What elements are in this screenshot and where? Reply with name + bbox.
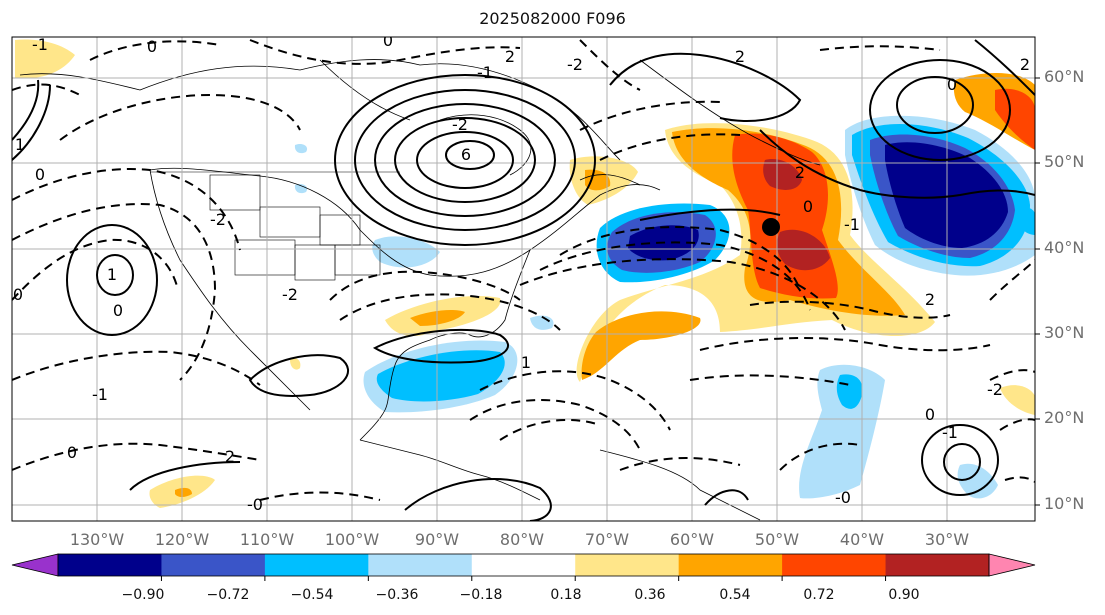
contour-label: 0 <box>35 165 45 184</box>
lon-label: 50°W <box>754 530 800 549</box>
contour-labels: 0 0 2 2 -2 -1 -1 1 1 0 0 -2 -2 6 -2 2 -1… <box>13 31 1030 514</box>
colorbar-tick-label: −0.36 <box>375 587 419 603</box>
colorbar-segment <box>264 554 369 576</box>
contour-label: 0 <box>147 37 157 56</box>
colorbar-extend-high <box>988 553 1036 577</box>
lon-label: 90°W <box>414 530 460 549</box>
contour-label: -0 <box>247 495 263 514</box>
colorbar-tick-label: −0.72 <box>206 587 250 603</box>
contours-solid <box>12 39 1035 521</box>
lon-label: 70°W <box>584 530 630 549</box>
contour-label: -1 <box>92 385 108 404</box>
shading-positive <box>15 39 1035 508</box>
colorbar-segment <box>471 554 576 576</box>
lat-label: 30°N <box>1044 323 1085 342</box>
contour-label: -0 <box>835 488 851 507</box>
colorbar-tick-label: 0.18 <box>550 587 582 603</box>
colorbar-extend-low <box>11 553 59 577</box>
storm-center-marker <box>762 218 780 236</box>
contour-label: 2 <box>225 447 235 466</box>
colorbar-segment <box>678 554 783 576</box>
colorbar-tick-label: 0.90 <box>888 587 920 603</box>
contour-label: -1 <box>477 63 493 82</box>
contour-label: 2 <box>795 163 805 182</box>
colorbar-segment <box>58 554 162 576</box>
axis-ticks <box>1035 77 1040 506</box>
colorbar-segment <box>161 554 266 576</box>
lat-label: 40°N <box>1044 238 1085 257</box>
lon-label: 100°W <box>324 530 380 549</box>
colorbar-tick-label: −0.90 <box>121 587 165 603</box>
lon-label: 110°W <box>239 530 295 549</box>
contour-label: 0 <box>113 301 123 320</box>
contours-dashed <box>12 39 1035 501</box>
lat-label: 50°N <box>1044 152 1085 171</box>
shading-negative <box>294 115 1035 499</box>
contour-label: -2 <box>567 55 583 74</box>
lon-label: 120°W <box>154 530 210 549</box>
colorbar-tick-label: −0.54 <box>290 587 334 603</box>
colorbar-segment <box>368 554 473 576</box>
lat-label: 10°N <box>1044 494 1085 513</box>
colorbar-tick-label: 0.72 <box>803 587 835 603</box>
colorbar-segment <box>782 554 887 576</box>
chart-title: 2025082000 F096 <box>479 9 626 28</box>
contour-label: 6 <box>461 145 471 164</box>
lon-label: 80°W <box>499 530 545 549</box>
contour-label: 0 <box>947 75 957 94</box>
contour-label: -1 <box>844 215 860 234</box>
contour-label: 0 <box>383 31 393 50</box>
contour-label: 1 <box>15 135 25 154</box>
contour-label: 0 <box>67 443 77 462</box>
contour-label: 0 <box>13 285 23 304</box>
contour-label: 2 <box>735 47 745 66</box>
colorbar-frame <box>57 553 990 577</box>
colorbar <box>11 553 1036 581</box>
contour-label: 1 <box>521 353 531 372</box>
contour-label: -1 <box>942 423 958 442</box>
lat-label: 20°N <box>1044 408 1085 427</box>
lon-label: 60°W <box>669 530 715 549</box>
contour-label: 1 <box>107 265 117 284</box>
contour-label: 2 <box>1020 55 1030 74</box>
contour-label: 2 <box>505 47 515 66</box>
colorbar-tick-label: −0.18 <box>459 587 503 603</box>
state-borders <box>150 171 400 281</box>
contour-label: -2 <box>282 285 298 304</box>
contour-label: -2 <box>987 380 1003 399</box>
colorbar-segment <box>885 554 990 576</box>
colorbar-tick-label: 0.54 <box>719 587 751 603</box>
lon-label: 40°W <box>839 530 885 549</box>
map-frame <box>11 36 1036 522</box>
contour-label: -1 <box>32 35 48 54</box>
contour-label: 0 <box>803 197 813 216</box>
contour-label: 2 <box>925 290 935 309</box>
colorbar-segment <box>575 554 680 576</box>
contour-label: -2 <box>452 115 468 134</box>
contour-label: -2 <box>210 210 226 229</box>
lon-label: 130°W <box>69 530 125 549</box>
contour-label: 0 <box>925 405 935 424</box>
lat-label: 60°N <box>1044 67 1085 86</box>
lon-label: 30°W <box>924 530 970 549</box>
colorbar-tick-label: 0.36 <box>634 587 666 603</box>
